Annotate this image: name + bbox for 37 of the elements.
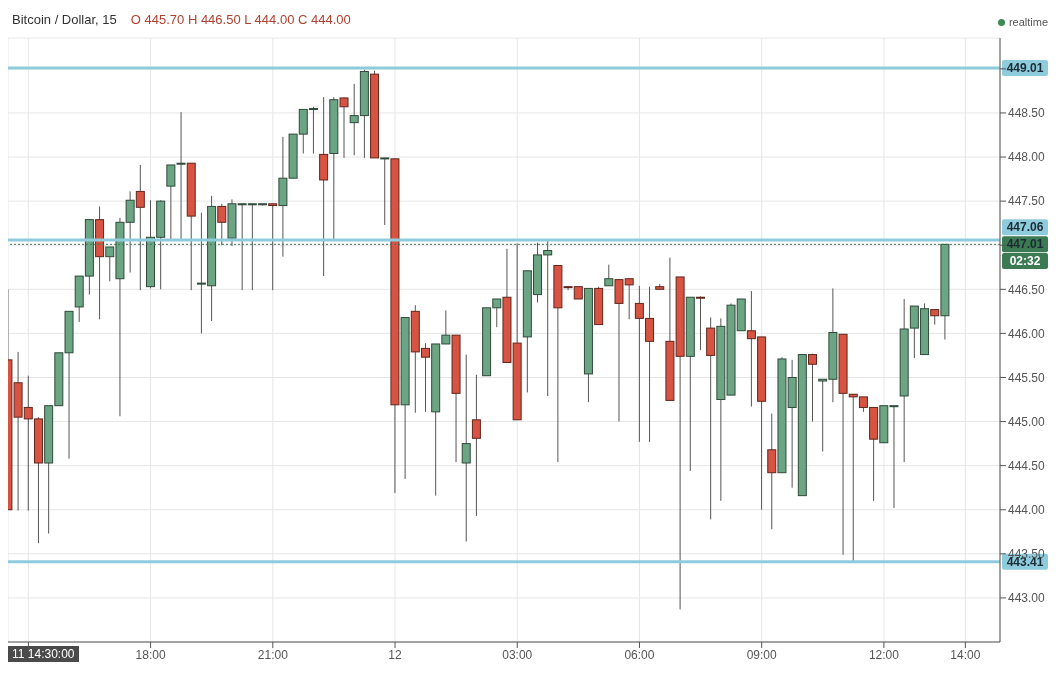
text: O 445.70 H 446.50 L 444.00 C 444.00: [130, 12, 351, 27]
x-tick-label: 14:00: [950, 647, 981, 662]
x-tick-label: 03:00: [502, 647, 533, 662]
x-tick-label: 12:00: [868, 647, 900, 662]
y-tick-label: 444.50: [1008, 458, 1046, 473]
x-tick-label: 12: [388, 647, 403, 662]
candlestick: [380, 157, 390, 226]
candlestick: [471, 374, 481, 517]
candlestick: [604, 264, 614, 287]
y-tick-label: 443.00: [1008, 591, 1046, 606]
ref-line-label: 447.01: [1006, 237, 1044, 252]
candlestick: [339, 96, 349, 159]
candlestick: [461, 354, 471, 542]
y-tick-label: 446.50: [1008, 282, 1046, 297]
text: 11 14:30:00: [8, 646, 79, 662]
y-tick-label: 448.50: [1008, 106, 1046, 121]
candlestick: [217, 203, 227, 246]
chart-title: Bitcoin / Dollar, 15: [12, 12, 117, 27]
text: realtime: [1008, 16, 1048, 28]
y-tick-label: 448.00: [1008, 150, 1046, 165]
y-tick-label: 446.00: [1008, 326, 1046, 341]
candlestick: [808, 353, 818, 423]
x-tick-label: 06:00: [624, 647, 655, 662]
x-tick-label: 18:00: [135, 647, 166, 662]
candlestick: [767, 413, 777, 530]
ref-line-label: 449.01: [1006, 60, 1044, 75]
candlestick: [695, 295, 705, 351]
y-tick-label: 447.50: [1008, 194, 1046, 209]
y-tick-label: 445.50: [1008, 370, 1046, 385]
y-tick-label: 444.00: [1008, 503, 1046, 517]
ref-line-label: 447.06: [1006, 220, 1044, 235]
candlestick: [268, 203, 278, 291]
text: 02:32: [1002, 253, 1048, 270]
x-tick-label: 21:00: [257, 647, 289, 662]
candlestick: [135, 164, 145, 291]
x-tick-label: 09:00: [746, 647, 778, 662]
y-tick-label: 445.00: [1008, 414, 1046, 429]
